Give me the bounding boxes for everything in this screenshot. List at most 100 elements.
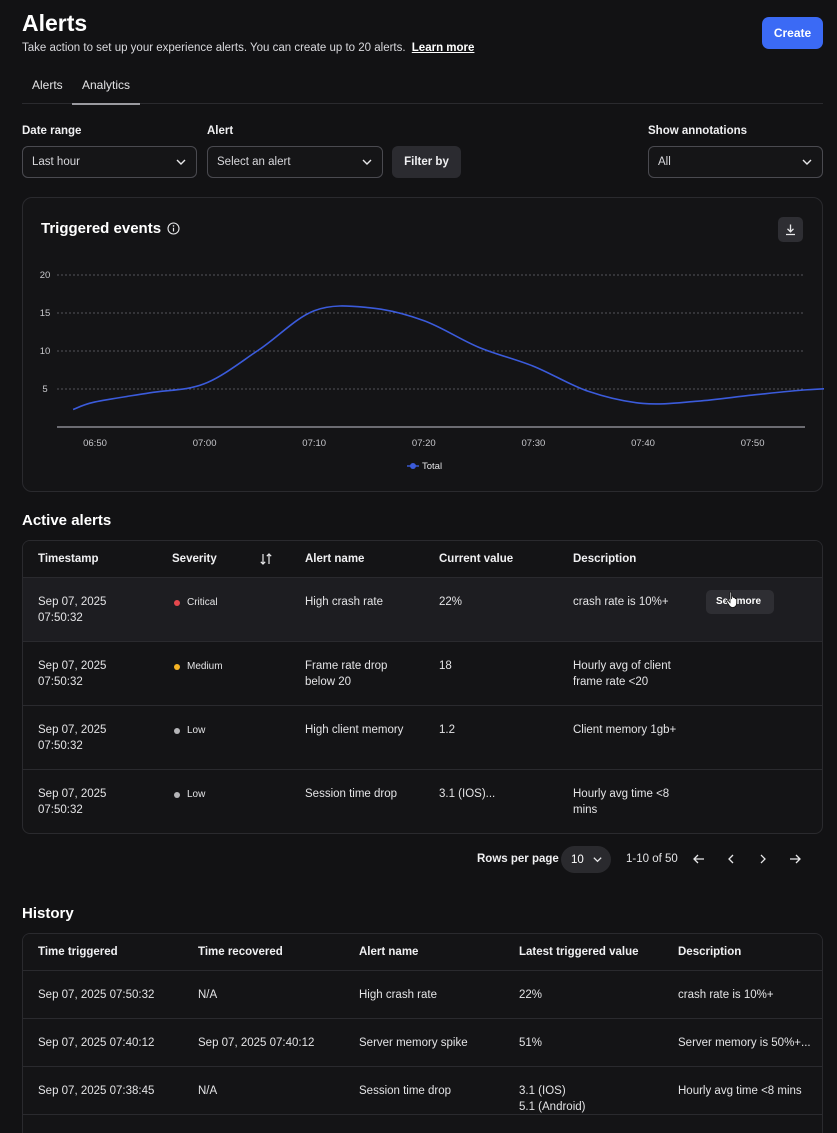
rows-per-page-value: 10 xyxy=(571,853,584,866)
column-header-time-triggered[interactable]: Time triggered xyxy=(38,946,118,958)
table-row[interactable]: Sep 07, 2025 07:50:32 Low High client memor… xyxy=(23,706,822,770)
first-page-icon[interactable] xyxy=(692,852,706,866)
column-header-alert-name[interactable]: Alert name xyxy=(305,553,365,565)
description-cell: Hourly avg time <8 mins xyxy=(573,786,669,818)
timestamp-date: Sep 07, 2025 xyxy=(38,660,107,672)
date-range-select[interactable]: Last hour xyxy=(22,146,197,178)
table-header: Time triggered Time recovered Alert name… xyxy=(23,934,822,971)
info-icon[interactable] xyxy=(167,222,180,235)
download-button[interactable] xyxy=(778,217,803,242)
history-table: Time triggered Time recovered Alert name… xyxy=(22,933,823,1133)
severity-dot xyxy=(174,600,180,606)
learn-more-link[interactable]: Learn more xyxy=(411,42,475,54)
alert-name-line1: High client memory xyxy=(305,724,404,736)
column-header-timestamp[interactable]: Timestamp xyxy=(38,553,99,565)
timestamp-date: Sep 07, 2025 xyxy=(38,788,107,800)
column-header-latest-triggered-value[interactable]: Latest triggered value xyxy=(519,946,639,958)
table-row[interactable]: Sep 07, 2025 07:50:32 Low Session time drop… xyxy=(23,770,822,833)
table-row[interactable]: Sep 07, 2025 07:38:45 N/A Session time dro… xyxy=(23,1067,822,1115)
next-page-icon[interactable] xyxy=(756,852,770,866)
y-tick-label: 20 xyxy=(40,270,51,281)
severity-label: Low xyxy=(187,725,206,736)
page-title: Alerts xyxy=(22,10,88,36)
column-header-current-value[interactable]: Current value xyxy=(439,553,514,565)
column-header-time-recovered[interactable]: Time recovered xyxy=(198,946,283,958)
column-header-alert-name[interactable]: Alert name xyxy=(359,946,419,958)
rows-per-page-select[interactable]: 10 xyxy=(561,846,611,873)
timestamp-cell: Sep 07, 2025 07:50:32 xyxy=(38,722,106,754)
chevron-down-icon xyxy=(593,857,602,863)
chart-title: Triggered events xyxy=(41,220,162,237)
y-tick-label: 10 xyxy=(40,346,51,357)
severity-cell: Low xyxy=(174,787,205,803)
column-header-description[interactable]: Description xyxy=(573,553,637,565)
table-row[interactable]: Sep 07, 2025 07:50:32 Critical High crash r… xyxy=(23,578,822,642)
chart-title-wrap: Triggered events xyxy=(41,220,180,237)
timestamp-cell: Sep 07, 2025 07:50:32 xyxy=(38,658,106,690)
severity-cell: Low xyxy=(174,723,205,739)
description-line1: Client memory 1gb+ xyxy=(573,724,677,736)
severity-cell: Medium xyxy=(174,659,223,675)
download-icon xyxy=(786,224,795,236)
triggered-events-chart: 5 10 15 20 06:50 07:00 07:10 07:20 07:30 07:40 07:… xyxy=(40,270,824,472)
column-header-severity[interactable]: Severity xyxy=(172,553,217,565)
create-button[interactable]: Create xyxy=(762,17,823,49)
severity-label: Critical xyxy=(187,597,218,608)
latest-value-line1: 51% xyxy=(519,1037,543,1049)
annotations-select[interactable]: All xyxy=(648,146,823,178)
timestamp-date: Sep 07, 2025 xyxy=(38,596,107,608)
y-tick-label: 5 xyxy=(42,384,47,395)
alert-name-cell: Session time drop xyxy=(305,786,397,802)
triggered-events-card: 5 10 15 20 06:50 07:00 07:10 07:20 07:30 07:40 07:… xyxy=(22,197,824,492)
time-triggered-cell: Sep 07, 2025 07:50:32 xyxy=(38,989,155,1001)
description-cell: Server memory is 50%+... xyxy=(678,1037,811,1049)
latest-value-cell: 51% xyxy=(519,1035,542,1051)
tab-alerts[interactable]: Alerts xyxy=(32,78,63,92)
current-value-cell: 3.1 (IOS)... xyxy=(439,788,496,800)
history-title: History xyxy=(22,905,74,922)
table-row[interactable]: Sep 07, 2025 07:40:12 Sep 07, 2025 07:40:… xyxy=(23,1019,822,1067)
timestamp-date: Sep 07, 2025 xyxy=(38,724,107,736)
date-range-value: Last hour xyxy=(32,156,80,168)
tab-analytics[interactable]: Analytics xyxy=(72,78,141,105)
x-tick-label: 07:20 xyxy=(412,438,436,449)
time-recovered-cell: Sep 07, 2025 07:40:12 xyxy=(198,1037,315,1049)
date-range-label: Date range xyxy=(22,125,82,137)
x-tick-label: 07:50 xyxy=(741,438,765,449)
sort-icon[interactable] xyxy=(259,552,273,566)
alert-name-line1: High crash rate xyxy=(305,596,383,608)
severity-label: Low xyxy=(187,789,206,800)
see-more-button[interactable]: See more xyxy=(706,590,774,614)
timestamp-time: 07:50:32 xyxy=(38,804,83,816)
severity-dot xyxy=(174,728,180,734)
description-cell: crash rate is 10%+ xyxy=(678,989,774,1001)
table-header: Timestamp Severity Alert name Current va… xyxy=(23,541,822,578)
table-row[interactable]: Sep 07, 2025 07:50:32 Medium Frame rate dro… xyxy=(23,642,822,706)
description-line2: frame rate <20 xyxy=(573,676,649,688)
alert-select[interactable]: Select an alert xyxy=(207,146,383,178)
current-value-cell: 22% xyxy=(439,596,463,608)
column-header-description[interactable]: Description xyxy=(678,946,742,958)
description-line1: crash rate is 10%+ xyxy=(573,596,669,608)
last-page-icon[interactable] xyxy=(788,852,802,866)
y-tick-label: 15 xyxy=(40,308,51,319)
filter-by-button[interactable]: Filter by xyxy=(392,146,461,178)
alert-name-cell: Session time drop xyxy=(359,1085,452,1097)
alert-name-cell: High crash rate xyxy=(359,989,437,1001)
alert-name-line1: Frame rate drop xyxy=(305,660,388,672)
hand-cursor-icon xyxy=(726,591,738,608)
table-row[interactable]: Sep 07, 2025 07:50:32 N/A High crash rate 2… xyxy=(23,971,822,1019)
rows-per-page-label: Rows per page xyxy=(477,853,559,865)
current-value-cell: 18 xyxy=(439,660,452,672)
time-recovered-cell: N/A xyxy=(198,1085,218,1097)
pagination-range: 1-10 of 50 xyxy=(626,853,678,865)
alert-name-cell: Server memory spike xyxy=(359,1037,468,1049)
alert-name-line1: Session time drop xyxy=(305,788,398,800)
previous-page-icon[interactable] xyxy=(724,852,738,866)
series-line-total xyxy=(72,305,824,411)
chevron-down-icon xyxy=(362,159,372,165)
legend-label: Total xyxy=(422,461,442,472)
description-line1: Hourly avg time <8 xyxy=(573,788,670,800)
description-cell: Hourly avg of client frame rate <20 xyxy=(573,658,671,690)
time-triggered-cell: Sep 07, 2025 07:40:12 xyxy=(38,1037,155,1049)
